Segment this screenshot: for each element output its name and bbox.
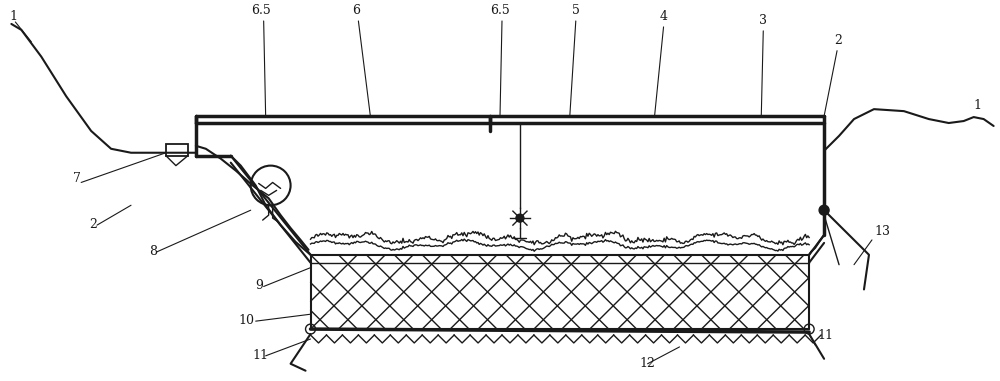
Text: 12: 12	[640, 357, 655, 370]
Text: 11: 11	[253, 349, 269, 362]
Text: 5: 5	[572, 4, 580, 17]
Circle shape	[306, 324, 316, 334]
Circle shape	[516, 214, 524, 222]
Text: 11: 11	[817, 329, 833, 342]
Circle shape	[819, 205, 829, 215]
Circle shape	[251, 166, 291, 205]
Text: 6.5: 6.5	[490, 4, 510, 17]
Text: 4: 4	[660, 10, 668, 23]
Text: 1: 1	[974, 99, 982, 112]
Text: 7: 7	[73, 173, 81, 186]
Text: 2: 2	[834, 34, 842, 47]
Text: 13: 13	[874, 225, 890, 238]
Text: 2: 2	[89, 218, 97, 231]
Text: 9: 9	[256, 279, 264, 293]
Text: 3: 3	[759, 14, 767, 27]
Bar	[166, 144, 188, 156]
Text: 1: 1	[9, 10, 17, 23]
Text: 10: 10	[239, 314, 255, 327]
Text: 6: 6	[352, 4, 360, 17]
Text: 8: 8	[149, 245, 157, 258]
Circle shape	[804, 324, 814, 334]
Text: 6.5: 6.5	[251, 4, 270, 17]
